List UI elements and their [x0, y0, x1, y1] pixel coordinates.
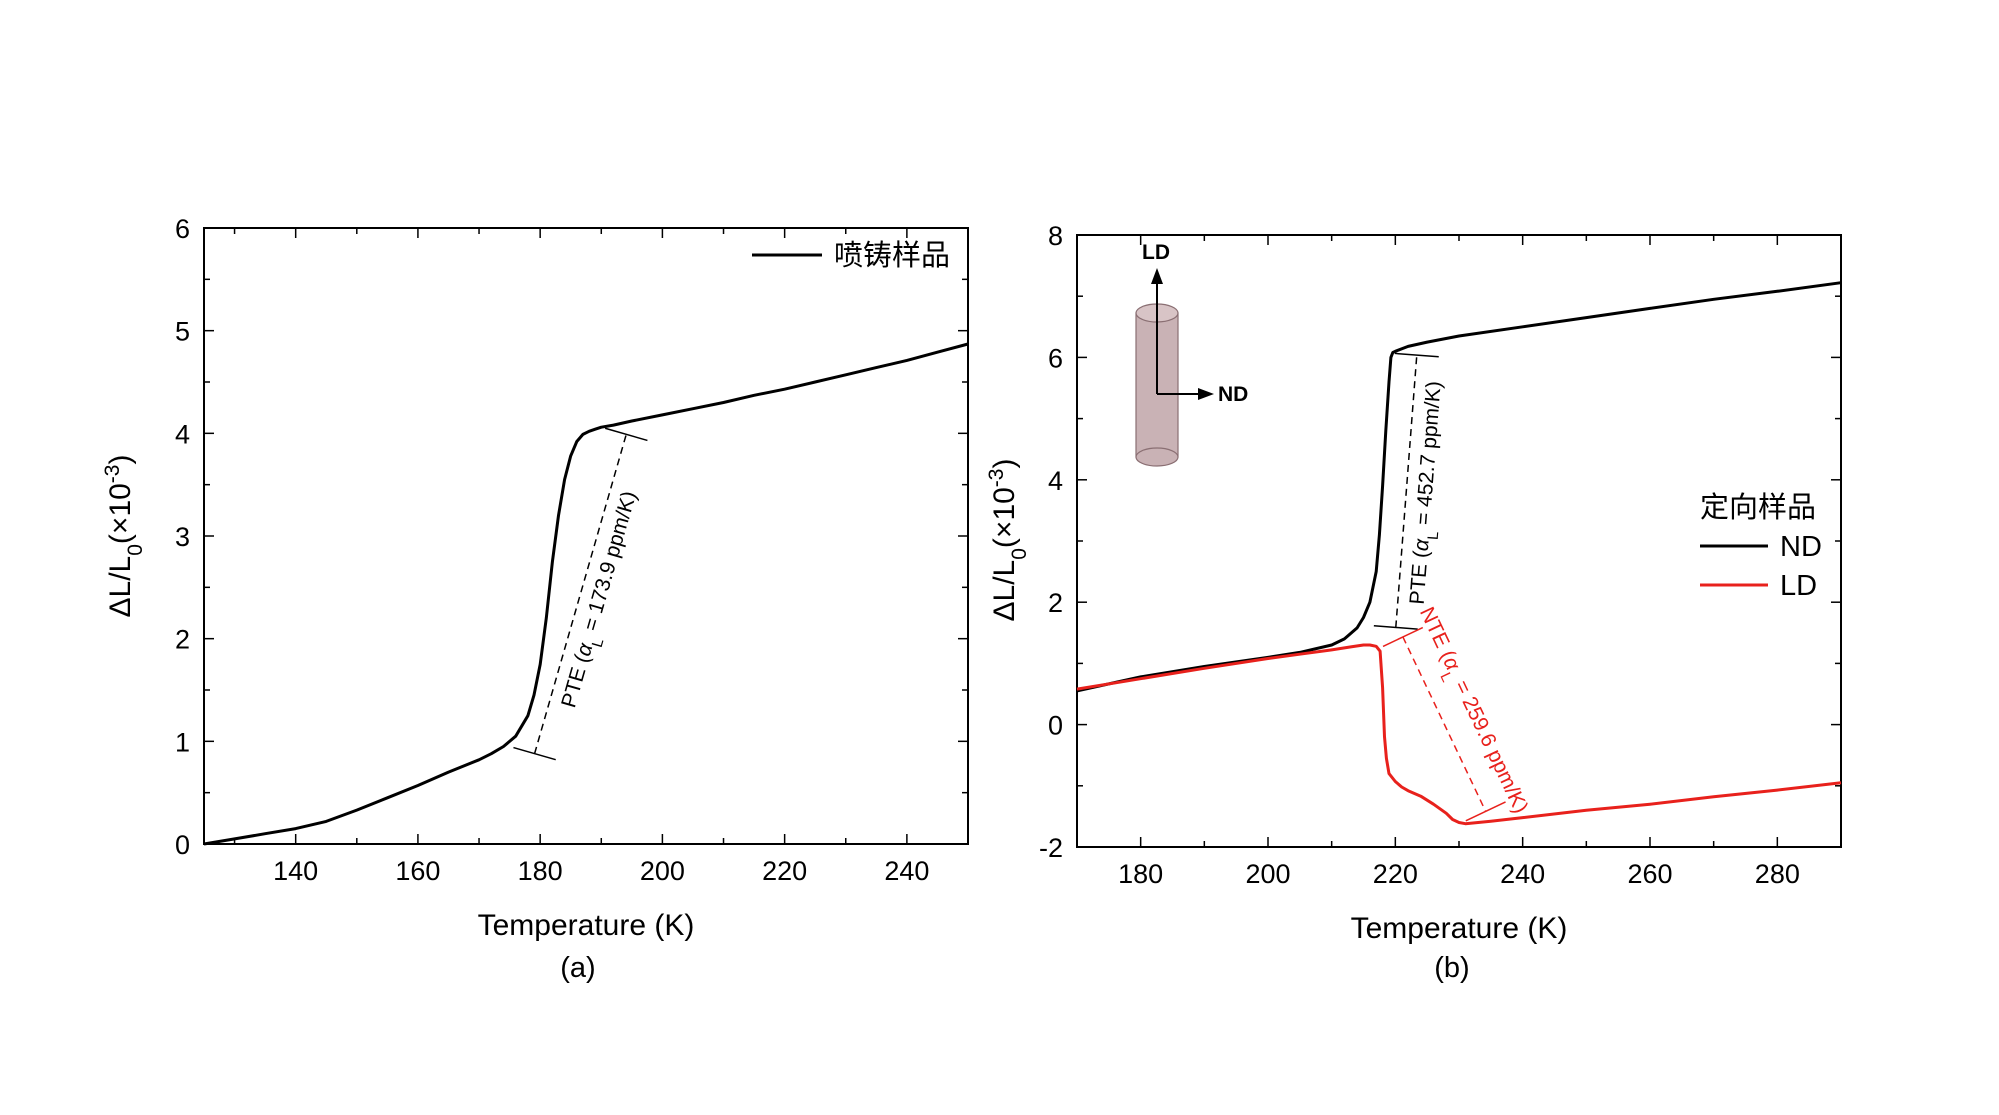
- ticks-b: [1076, 234, 1842, 848]
- y-tick-label: 2: [175, 625, 190, 655]
- annotation-dashed-line: [1402, 636, 1487, 812]
- annotation-end-cap: [1394, 352, 1439, 358]
- x-tick-label: 180: [1118, 859, 1163, 889]
- x-tick-labels-a: 140 160 180 200 220 240: [273, 856, 929, 886]
- x-tick-label: 220: [1373, 859, 1418, 889]
- plot-frame-a: [203, 227, 969, 845]
- panel-b: PTE (αL = 452.7 ppm/K)NTE (αL = 259.6 pp…: [985, 221, 1842, 984]
- annotation-group: PTE (αL = 452.7 ppm/K): [1373, 352, 1454, 630]
- legend-label-nd: ND: [1780, 531, 1822, 563]
- y-tick-label: 4: [175, 419, 190, 449]
- annotations-b: PTE (αL = 452.7 ppm/K)NTE (αL = 259.6 pp…: [1373, 352, 1532, 822]
- panel-a: PTE (αL = 173.9 ppm/K) 140 160 180 200 220 24…: [101, 214, 969, 984]
- annotation-label: PTE (αL = 173.9 ppm/K): [557, 489, 648, 713]
- legend-title-b: 定向样品: [1700, 491, 1816, 524]
- sample-orientation-inset: LD ND: [1135, 241, 1248, 467]
- nd-arrow-icon: [1198, 388, 1214, 400]
- x-tick-label: 180: [518, 856, 563, 886]
- x-axis-title-a: Temperature (K): [478, 909, 695, 942]
- y-tick-label: 0: [175, 830, 190, 860]
- legend-label-ld: LD: [1780, 570, 1817, 602]
- y-tick-label: 4: [1048, 466, 1063, 496]
- x-tick-label: 200: [1245, 859, 1290, 889]
- annotation-label: PTE (αL = 452.7 ppm/K): [1406, 380, 1454, 606]
- x-tick-label: 160: [395, 856, 440, 886]
- x-tick-label: 260: [1627, 859, 1672, 889]
- y-axis-title-a: ΔL/L0(×10-3): [101, 454, 147, 617]
- annotation-end-cap: [513, 746, 556, 761]
- annotation-a: PTE (αL = 173.9 ppm/K): [513, 427, 648, 761]
- ld-arrow-icon: [1151, 268, 1163, 284]
- x-tick-label: 240: [1500, 859, 1545, 889]
- x-tick-label: 280: [1755, 859, 1800, 889]
- panel-label-b: (b): [1434, 952, 1469, 984]
- annotation-group: PTE (αL = 173.9 ppm/K): [513, 427, 648, 761]
- panel-label-a: (a): [560, 952, 595, 984]
- annotation-end-cap: [1382, 626, 1424, 648]
- x-tick-label: 220: [762, 856, 807, 886]
- ld-axis-label: LD: [1142, 241, 1170, 264]
- y-tick-label: 5: [175, 317, 190, 347]
- annotation-end-cap: [1373, 625, 1418, 630]
- nd-axis-label: ND: [1218, 383, 1248, 406]
- ticks-a: [204, 227, 969, 845]
- x-tick-label: 240: [884, 856, 929, 886]
- y-tick-label: 6: [1048, 343, 1063, 373]
- annotation-dashed-line: [533, 434, 627, 754]
- y-tick-label: 2: [1048, 588, 1063, 618]
- x-axis-title-b: Temperature (K): [1351, 912, 1568, 945]
- y-tick-label: 0: [1048, 711, 1063, 741]
- y-tick-label: 6: [175, 214, 190, 244]
- y-tick-label: 8: [1048, 221, 1063, 251]
- y-tick-labels-a: 0 1 2 3 4 5 6: [175, 214, 190, 860]
- y-tick-label: 3: [175, 522, 190, 552]
- series-line-LD: [1076, 643, 1842, 826]
- y-tick-labels-b: -2 0 2 4 6 8: [1039, 221, 1063, 863]
- curves-b: [1076, 281, 1842, 826]
- annotation-dashed-line: [1395, 355, 1418, 628]
- series-line-喷铸样品: [203, 342, 969, 846]
- cylinder-bottom: [1135, 447, 1179, 467]
- x-tick-label: 140: [273, 856, 318, 886]
- plot-frame-b: [1076, 234, 1842, 848]
- series-line-ND: [1076, 281, 1842, 693]
- x-tick-labels-b: 180 200 220 240 260 280: [1118, 859, 1800, 889]
- y-axis-title-b: ΔL/L0(×10-3): [985, 458, 1031, 621]
- y-tick-label: 1: [175, 727, 190, 757]
- annotation-end-cap: [604, 427, 648, 442]
- y-tick-label: -2: [1039, 833, 1063, 863]
- annotation-label: NTE (αL = 259.6 ppm/K): [1408, 604, 1532, 820]
- annotation-end-cap: [1465, 801, 1506, 822]
- legend-label-spray: 喷铸样品: [834, 239, 950, 272]
- x-tick-label: 200: [640, 856, 685, 886]
- curves-a: [203, 342, 969, 846]
